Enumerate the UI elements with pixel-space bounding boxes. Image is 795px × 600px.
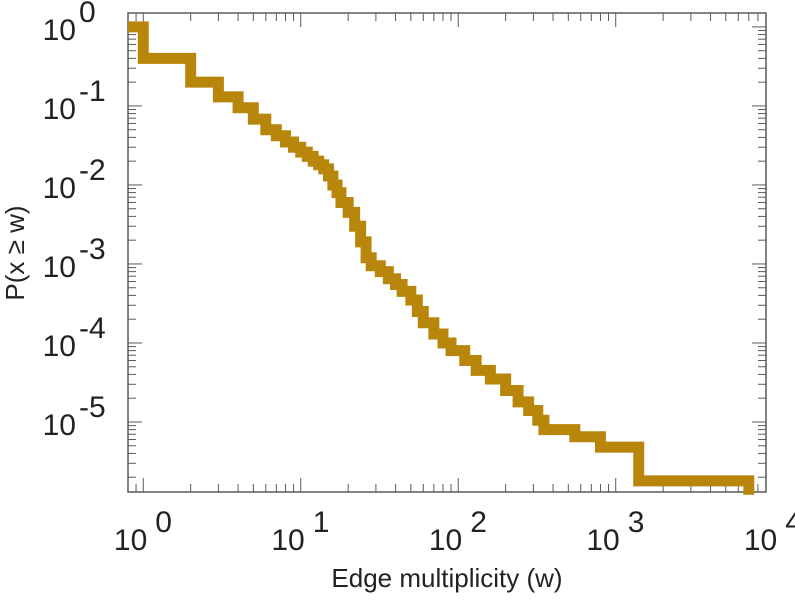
svg-text:10: 10 bbox=[43, 14, 76, 47]
svg-text:3: 3 bbox=[628, 506, 645, 539]
y-tick-label: 10-1 bbox=[43, 75, 106, 126]
svg-text:10: 10 bbox=[744, 524, 777, 557]
x-tick-label: 100 bbox=[114, 506, 172, 557]
axis-ticks bbox=[127, 13, 767, 492]
svg-text:0: 0 bbox=[79, 0, 96, 29]
series-line-1 bbox=[128, 21, 755, 495]
svg-text:10: 10 bbox=[43, 330, 76, 363]
x-tick-label: 104 bbox=[744, 506, 795, 557]
svg-text:10: 10 bbox=[43, 409, 76, 442]
svg-text:2: 2 bbox=[470, 506, 487, 539]
svg-text:10: 10 bbox=[114, 524, 147, 557]
svg-text:-5: -5 bbox=[79, 391, 106, 424]
series-layer bbox=[128, 21, 755, 495]
y-tick-label: 10-3 bbox=[43, 233, 106, 284]
y-axis-label: P(x ≥ w) bbox=[0, 205, 30, 300]
y-tick-label: 10-5 bbox=[43, 391, 106, 442]
svg-text:-4: -4 bbox=[79, 312, 106, 345]
svg-text:10: 10 bbox=[429, 524, 462, 557]
svg-text:-1: -1 bbox=[79, 75, 106, 108]
svg-text:10: 10 bbox=[43, 251, 76, 284]
plot-frame bbox=[127, 12, 767, 493]
y-tick-label: 10-4 bbox=[43, 312, 106, 363]
svg-text:10: 10 bbox=[43, 172, 76, 205]
x-axis-label: Edge multiplicity (w) bbox=[331, 563, 562, 593]
svg-text:0: 0 bbox=[155, 506, 172, 539]
svg-text:4: 4 bbox=[785, 506, 795, 539]
svg-text:10: 10 bbox=[271, 524, 304, 557]
x-tick-label: 10 3 bbox=[586, 506, 644, 557]
x-tick-label: 102 bbox=[429, 506, 487, 557]
svg-text:10: 10 bbox=[586, 524, 619, 557]
svg-text:10: 10 bbox=[43, 93, 76, 126]
svg-text:-3: -3 bbox=[79, 233, 106, 266]
y-tick-label: 10-2 bbox=[43, 154, 106, 205]
svg-text:-2: -2 bbox=[79, 154, 106, 187]
y-tick-label: 100 bbox=[43, 0, 96, 47]
svg-text:1: 1 bbox=[313, 506, 330, 539]
x-tick-label: 10 1 bbox=[271, 506, 329, 557]
